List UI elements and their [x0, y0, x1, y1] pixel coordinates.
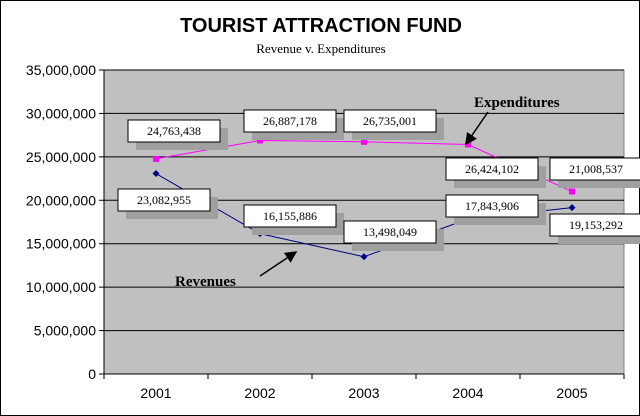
revenues-data-label: 17,843,906	[465, 199, 519, 213]
x-tick-label: 2003	[348, 385, 379, 401]
expenditures-data-label: 26,887,178	[263, 114, 317, 128]
y-tick-label: 35,000,000	[26, 62, 96, 78]
expenditures-point	[257, 137, 263, 144]
chart-subtitle: Revenue v. Expenditures	[256, 41, 386, 56]
expenditures-point	[569, 188, 575, 195]
y-tick-label: 5,000,000	[34, 323, 96, 339]
y-tick-label: 20,000,000	[26, 192, 96, 208]
data-label-box	[117, 188, 211, 212]
revenues-point	[568, 204, 576, 212]
revenues-data-label: 16,155,886	[263, 209, 317, 223]
expenditures-annotation: Expenditures	[474, 95, 560, 111]
data-label-box	[549, 213, 640, 237]
revenues-data-label: 13,498,049	[363, 225, 417, 239]
expenditures-data-label: 21,008,537	[569, 162, 623, 176]
revenues-point	[360, 253, 368, 261]
x-tick-label: 2005	[556, 385, 587, 401]
y-tick-label: 0	[88, 366, 96, 382]
expenditures-data-label: 26,735,001	[363, 114, 417, 128]
expenditures-arrow	[465, 111, 489, 146]
y-tick-label: 15,000,000	[26, 236, 96, 252]
chart-title: TOURIST ATTRACTION FUND	[180, 15, 462, 37]
data-label-box	[343, 220, 437, 244]
revenues-annotation: Revenues	[175, 274, 236, 290]
x-tick-label: 2004	[452, 385, 483, 401]
data-label-box	[445, 157, 539, 181]
y-tick-label: 10,000,000	[26, 279, 96, 295]
revenues-data-label: 19,153,292	[569, 218, 623, 232]
data-label-box	[445, 194, 539, 218]
expenditures-data-label: 24,763,438	[147, 124, 201, 138]
revenues-data-label: 23,082,955	[137, 193, 191, 207]
data-label-box	[243, 109, 337, 133]
x-tick-label: 2002	[244, 385, 275, 401]
data-label-box	[343, 109, 437, 133]
expenditures-data-label: 26,424,102	[465, 162, 519, 176]
x-tick-label: 2001	[140, 385, 171, 401]
revenues-point	[152, 170, 160, 178]
y-tick-label: 30,000,000	[26, 105, 96, 121]
data-label-box	[549, 157, 640, 181]
data-label-box	[243, 204, 337, 228]
data-label-box	[127, 119, 221, 143]
revenues-arrow	[259, 251, 298, 277]
y-tick-label: 25,000,000	[26, 149, 96, 165]
expenditures-point	[361, 138, 367, 145]
expenditures-point	[153, 155, 159, 162]
